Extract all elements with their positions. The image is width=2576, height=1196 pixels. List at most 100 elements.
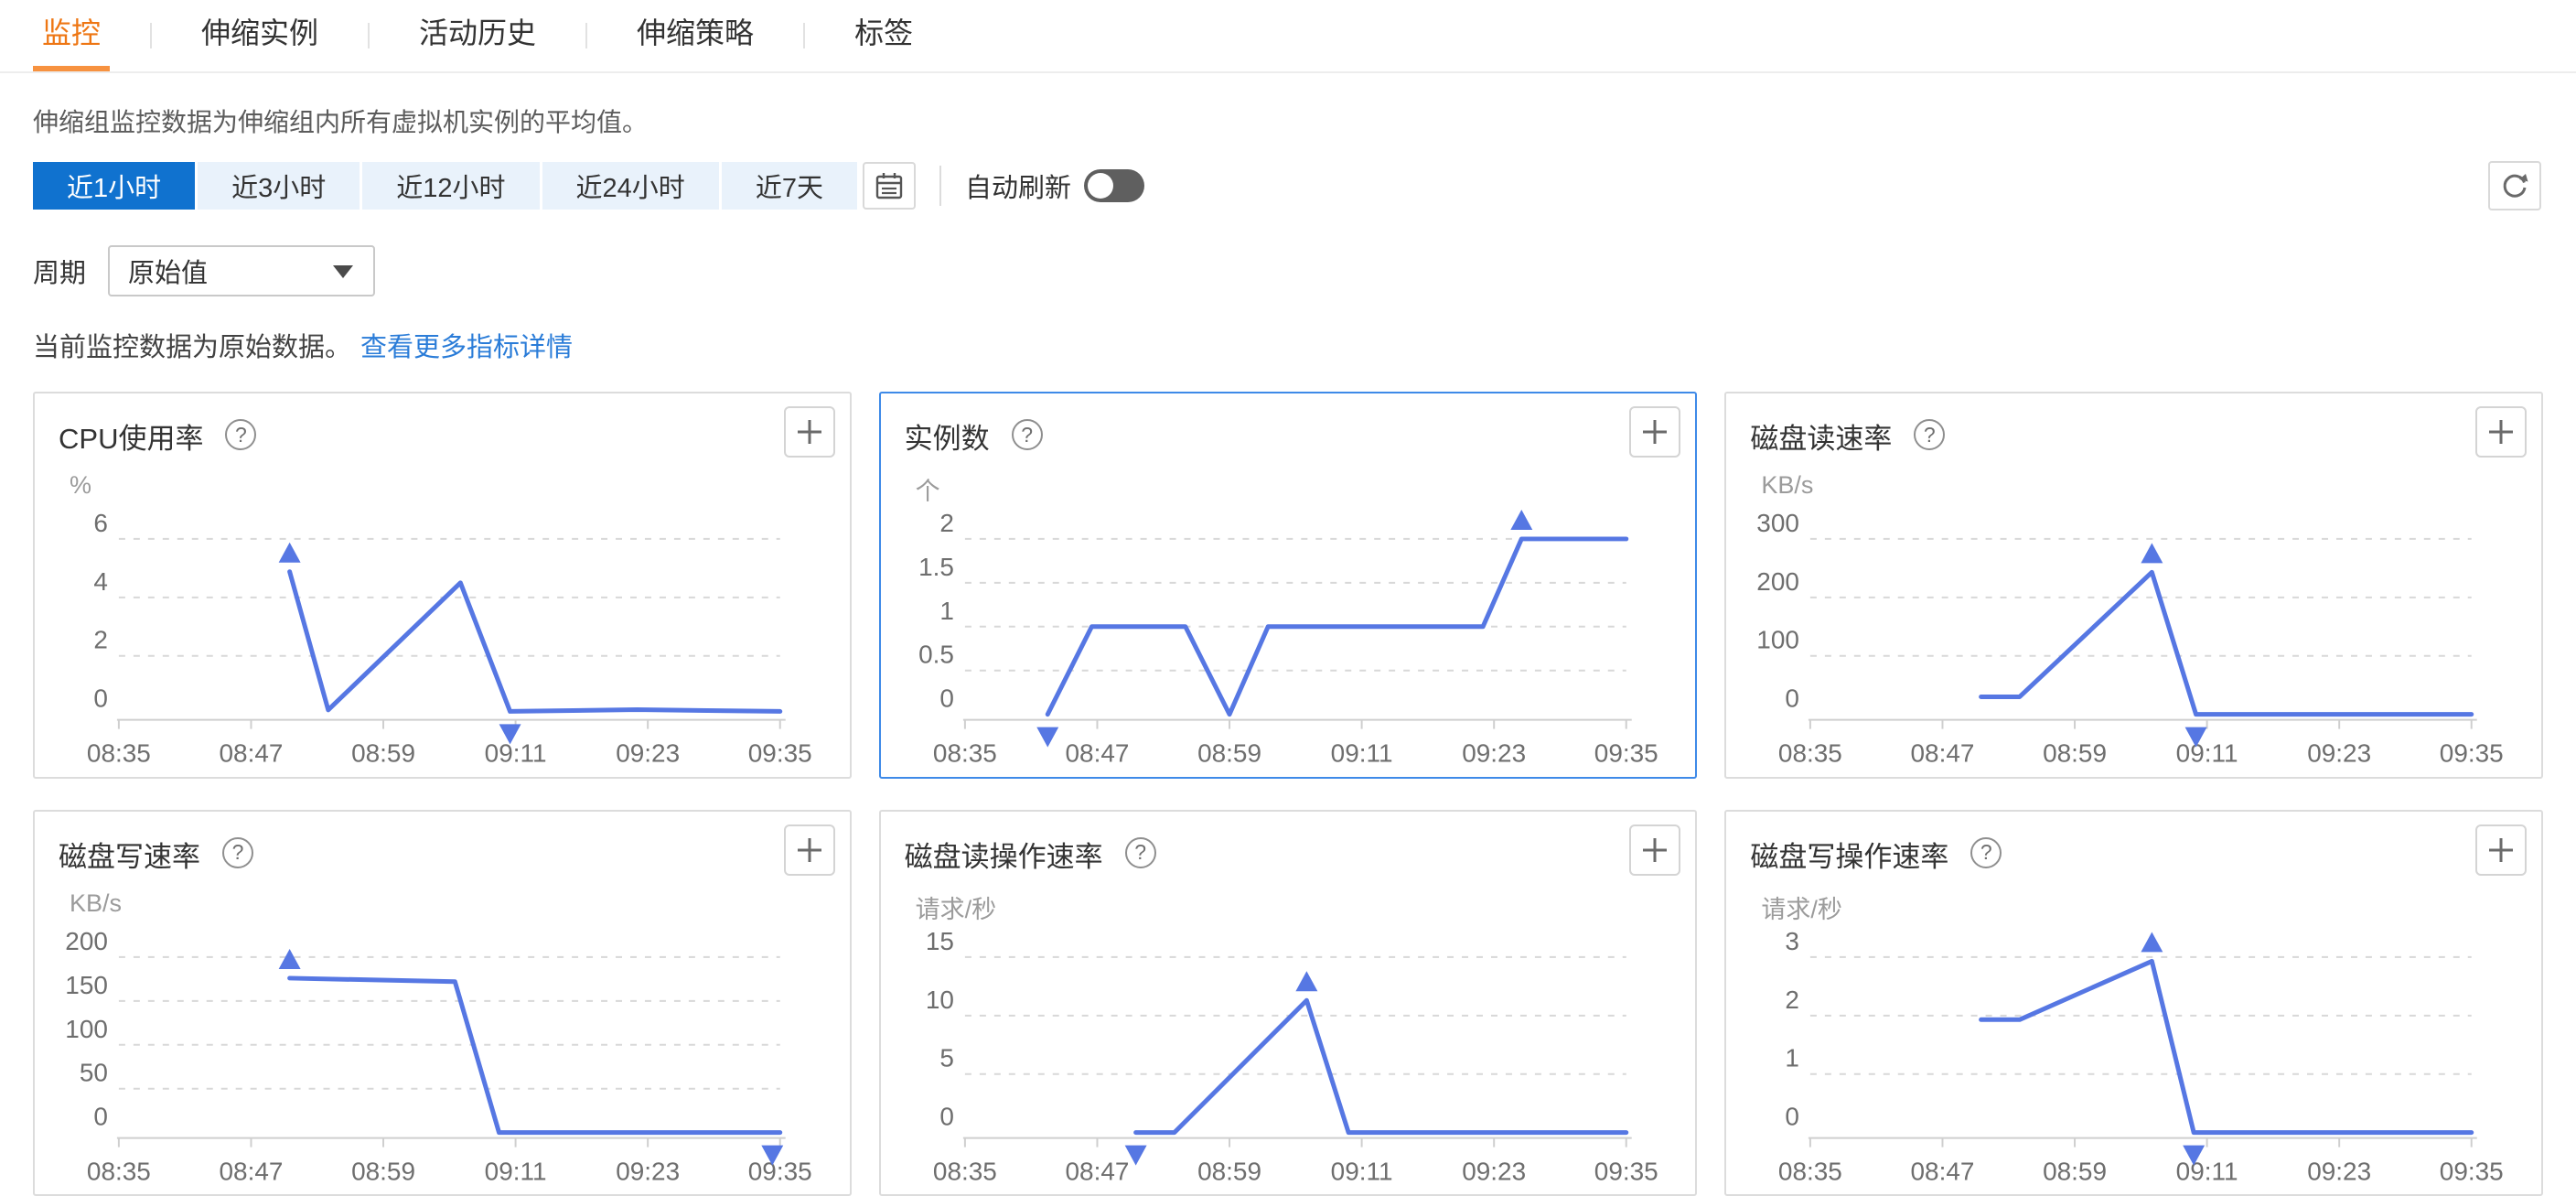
add-chart-button[interactable] [783, 406, 835, 458]
refresh-icon [2499, 170, 2530, 201]
svg-text:0.5: 0.5 [918, 641, 954, 669]
chart-unit-label: % [70, 471, 92, 499]
chart-card-2[interactable]: 实例数 ? 个 0 0.5 1 1.5 2 08:35 08:47 08:59 09:11 09:… [878, 392, 1698, 779]
help-icon[interactable]: ? [225, 419, 257, 450]
svg-text:08:47: 08:47 [220, 739, 284, 768]
chart-header: 磁盘写速率 ? [59, 824, 835, 876]
svg-text:2: 2 [93, 626, 108, 654]
time-range-button-3[interactable]: 近12小时 [362, 162, 540, 210]
tab-4[interactable]: 伸缩策略 [637, 16, 755, 49]
line-chart[interactable]: 0 0.5 1 1.5 2 08:35 08:47 08:59 09:11 09:23 09:35 [905, 502, 1672, 770]
time-range-button-2[interactable]: 近3小时 [198, 162, 360, 210]
tab-3[interactable]: 活动历史 [419, 16, 537, 49]
svg-text:0: 0 [1786, 1102, 1800, 1130]
svg-text:1.5: 1.5 [918, 553, 954, 581]
svg-text:15: 15 [926, 926, 954, 954]
time-range-button-4[interactable]: 近24小时 [542, 162, 719, 210]
svg-text:08:35: 08:35 [1778, 1157, 1842, 1185]
add-chart-button[interactable] [783, 824, 835, 876]
svg-text:09:35: 09:35 [1594, 1157, 1658, 1185]
svg-text:08:47: 08:47 [1065, 1157, 1129, 1185]
custom-date-range-button[interactable] [862, 162, 916, 210]
svg-text:150: 150 [65, 970, 108, 998]
toolbar-divider [939, 166, 941, 206]
toolbar: 近1小时 近3小时 近12小时 近24小时 近7天 自动刷新 [33, 161, 2543, 210]
tab-divider [150, 23, 153, 48]
chart-title: 实例数 [904, 423, 990, 455]
auto-refresh-toggle[interactable] [1083, 169, 1144, 202]
svg-text:08:59: 08:59 [2043, 739, 2107, 768]
calendar-icon [874, 170, 905, 201]
help-icon[interactable]: ? [1011, 419, 1043, 450]
svg-text:08:47: 08:47 [220, 1157, 284, 1185]
chart-title: 磁盘写操作速率 [1750, 840, 1949, 873]
tab-divider [585, 23, 588, 48]
svg-text:5: 5 [939, 1043, 954, 1072]
svg-text:08:35: 08:35 [87, 1157, 151, 1185]
svg-text:08:47: 08:47 [1911, 1157, 1975, 1185]
chart-header: CPU使用率 ? [59, 406, 835, 458]
svg-text:0: 0 [1786, 684, 1800, 713]
line-chart[interactable]: 0 2 4 6 08:35 08:47 08:59 09:11 09:23 09:35 [59, 502, 826, 770]
svg-text:08:59: 08:59 [351, 739, 415, 768]
add-chart-button[interactable] [2475, 824, 2527, 876]
chart-title: 磁盘读操作速率 [904, 840, 1103, 873]
svg-text:09:23: 09:23 [1462, 1157, 1526, 1185]
svg-text:200: 200 [65, 926, 108, 954]
time-range-button-1[interactable]: 近1小时 [33, 162, 196, 210]
line-chart[interactable]: 0 50 100 150 200 08:35 08:47 08:59 09:11 09:23 09:… [59, 921, 826, 1188]
svg-text:09:23: 09:23 [616, 739, 680, 768]
svg-text:0: 0 [939, 684, 954, 713]
plus-icon [1638, 834, 1671, 867]
svg-text:08:47: 08:47 [1911, 739, 1975, 768]
svg-text:09:23: 09:23 [2308, 1157, 2372, 1185]
chart-header: 磁盘写操作速率 ? [1750, 824, 2527, 876]
add-chart-button[interactable] [1629, 824, 1681, 876]
add-chart-button[interactable] [2475, 406, 2527, 458]
help-icon[interactable]: ? [222, 836, 253, 868]
chart-card-4[interactable]: 磁盘写速率 ? KB/s 0 50 100 150 200 08:35 08:47 08:59… [33, 809, 852, 1196]
refresh-button[interactable] [2488, 161, 2541, 210]
help-icon[interactable]: ? [1970, 836, 2002, 868]
tab-1[interactable]: 监控 [33, 0, 111, 71]
tab-bar: 监控 伸缩实例 活动历史 伸缩策略 标签 [0, 0, 2576, 73]
chart-card-3[interactable]: 磁盘读速率 ? KB/s 0 100 200 300 08:35 08:47 08:59 09… [1724, 392, 2543, 779]
svg-text:0: 0 [939, 1102, 954, 1130]
toggle-knob [1087, 173, 1113, 199]
chart-card-1[interactable]: CPU使用率 ? % 0 2 4 6 08:35 08:47 08:59 09:11 09:23… [33, 392, 852, 779]
chart-card-6[interactable]: 磁盘写操作速率 ? 请求/秒 0 1 2 3 08:35 08:47 08:59 09:11 0… [1724, 809, 2543, 1196]
period-select[interactable]: 原始值 [108, 245, 376, 296]
line-chart[interactable]: 0 100 200 300 08:35 08:47 08:59 09:11 09:23 09:35 [1750, 502, 2517, 770]
svg-text:1: 1 [939, 597, 954, 625]
time-range-button-5[interactable]: 近7天 [721, 162, 857, 210]
tab-5[interactable]: 标签 [854, 16, 914, 49]
svg-text:09:35: 09:35 [2440, 739, 2504, 768]
svg-text:08:35: 08:35 [1778, 739, 1842, 768]
chart-title: 磁盘读速率 [1750, 423, 1893, 455]
info-text: 当前监控数据为原始数据。 [33, 333, 352, 362]
svg-text:08:59: 08:59 [1197, 1157, 1261, 1185]
more-metrics-link[interactable]: 查看更多指标详情 [360, 333, 574, 362]
svg-text:09:11: 09:11 [1330, 739, 1392, 768]
svg-text:09:11: 09:11 [485, 739, 547, 768]
help-icon[interactable]: ? [1124, 836, 1156, 868]
help-icon[interactable]: ? [1914, 419, 1946, 450]
add-chart-button[interactable] [1629, 406, 1681, 458]
chart-unit-label: 请求/秒 [1761, 895, 1842, 923]
svg-text:0: 0 [93, 684, 108, 713]
svg-text:10: 10 [926, 985, 954, 1013]
plus-icon [793, 415, 826, 448]
chart-header: 实例数 ? [904, 406, 1681, 458]
chart-header: 磁盘读速率 ? [1750, 406, 2527, 458]
svg-text:08:35: 08:35 [933, 739, 997, 768]
svg-text:09:35: 09:35 [748, 739, 812, 768]
chart-card-5[interactable]: 磁盘读操作速率 ? 请求/秒 0 5 10 15 08:35 08:47 08:59 09:1… [878, 809, 1698, 1196]
svg-text:200: 200 [1757, 567, 1800, 596]
line-chart[interactable]: 0 5 10 15 08:35 08:47 08:59 09:11 09:23 09:35 [905, 921, 1672, 1188]
tab-2[interactable]: 伸缩实例 [201, 16, 319, 49]
line-chart[interactable]: 0 1 2 3 08:35 08:47 08:59 09:11 09:23 09:35 [1750, 921, 2517, 1188]
chart-title: 磁盘写速率 [59, 840, 200, 873]
svg-text:09:23: 09:23 [2308, 739, 2372, 768]
tab-divider [803, 23, 806, 48]
auto-refresh-label: 自动刷新 [964, 174, 1071, 203]
